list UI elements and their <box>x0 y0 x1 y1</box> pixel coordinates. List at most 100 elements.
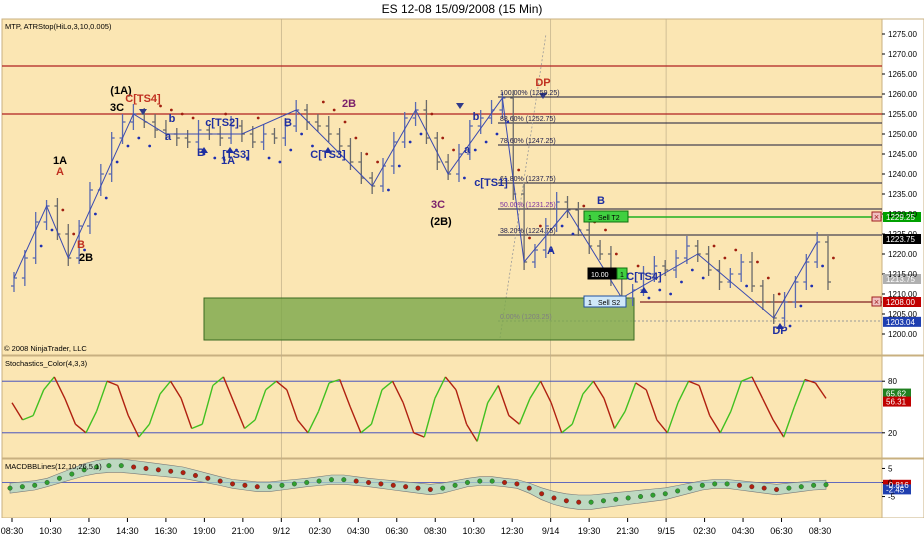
macd-dot <box>427 487 433 492</box>
atr-stop-dot <box>365 152 369 156</box>
fib-label: 88.60% (1252.75) <box>500 116 556 123</box>
stochastics-segment <box>148 393 161 425</box>
atr-stop-dot <box>506 120 510 124</box>
wave-label: c[TS1] <box>474 177 508 189</box>
close-order-button[interactable] <box>871 296 882 307</box>
atr-stop-dot <box>332 108 336 112</box>
stochastics-segment <box>117 385 129 416</box>
stochastics-segment <box>423 398 436 438</box>
chart-title: ES 12-08 15/09/2008 (15 Min) <box>0 0 924 18</box>
atr-stop-dot <box>224 112 228 116</box>
stochastics-segment <box>265 380 277 391</box>
stochastics-segment <box>32 389 45 416</box>
macd-marker-label: -2.45 <box>886 485 905 494</box>
stochastics-segment <box>539 380 552 404</box>
macd-dot <box>712 481 718 487</box>
fib-label: 61.80% (1237.75) <box>500 176 556 183</box>
macd-dot <box>613 496 619 502</box>
atr-stop-dot <box>300 132 304 136</box>
wave-label: 3C <box>110 102 124 114</box>
order-sell-t2[interactable]: 1 Sell T2 <box>583 210 629 223</box>
wave-label: 1A <box>221 155 235 167</box>
macd-dot <box>687 485 693 491</box>
atr-stop-dot <box>245 156 249 160</box>
macd-dot <box>823 482 829 488</box>
swing-marker <box>324 147 332 153</box>
atr-stop-dot <box>430 112 434 116</box>
time-tick-label: 08:30 <box>1 526 24 536</box>
atr-stop-dot <box>39 244 43 248</box>
stochastics-segment <box>624 382 637 412</box>
macd-dot <box>551 495 557 501</box>
wave-label: a <box>464 144 471 156</box>
price-tick-label: 1220.00 <box>888 250 917 259</box>
order-sell-s2[interactable]: 1 Sell S2 <box>583 295 627 308</box>
atr-stop-dot <box>669 292 673 296</box>
macd-dot <box>514 481 520 487</box>
atr-stop-dot <box>408 140 412 144</box>
atr-stop-dot <box>647 296 651 300</box>
macd-label: MACDBBLines(12,10,26,5,1) <box>5 462 102 471</box>
stochastics-segment <box>645 389 658 421</box>
wave-label: A <box>547 245 555 257</box>
macd-dot <box>180 470 186 476</box>
time-tick-label: 21:00 <box>232 526 255 536</box>
price-tick-label: 1225.00 <box>888 230 917 239</box>
stochastics-segment <box>761 398 774 421</box>
stochastics-tick-label: 20 <box>888 429 897 438</box>
atr-stop-dot <box>148 144 152 148</box>
order-size-box[interactable]: 10.00 1 <box>587 267 628 280</box>
macd-dot <box>774 487 779 492</box>
atr-stop-dot <box>94 212 97 216</box>
price-marker <box>883 234 921 244</box>
time-tick-label: 10:30 <box>39 526 62 536</box>
stochastics-segment <box>106 380 118 387</box>
stochastics-segment <box>402 402 415 434</box>
atr-stop-dot <box>354 136 358 140</box>
atr-stop-dot <box>810 284 814 288</box>
wave-label: DP <box>772 325 787 337</box>
stochastics-segment <box>698 385 711 416</box>
stochastics-segment <box>465 423 478 442</box>
macd-dot <box>254 484 260 490</box>
atr-stop-dot <box>452 148 455 152</box>
time-tick-label: 04:30 <box>347 526 370 536</box>
atr-stop-dot <box>528 236 531 240</box>
macd-dot <box>737 482 742 488</box>
macd-dot <box>588 499 594 505</box>
stochastics-segment <box>43 376 55 391</box>
close-order-button[interactable] <box>871 211 882 222</box>
macd-dot <box>378 481 384 487</box>
stochastics-segment <box>191 423 203 430</box>
order-label: Sell S2 <box>598 300 620 307</box>
order-box-bg <box>587 267 617 280</box>
atr-stop-dot <box>484 140 488 144</box>
atr-stop-dot <box>278 160 282 164</box>
atr-stop-dot <box>235 148 238 152</box>
stochastics-segment <box>508 415 520 425</box>
stochastics-marker <box>883 396 911 407</box>
stochastics-segment <box>751 376 764 399</box>
atr-stop-dot <box>311 144 314 148</box>
stochastics-segment <box>529 380 542 399</box>
stochastics-segment <box>571 393 584 425</box>
atr-stop-dot <box>658 288 662 292</box>
atr-stop-dot <box>614 252 618 256</box>
macd-dot <box>526 485 532 491</box>
atr-stop-dot <box>213 156 217 160</box>
stochastics-segment <box>518 398 531 425</box>
atr-stop-dot <box>734 248 738 252</box>
fib-label: 0.00% (1203.25) <box>500 314 552 321</box>
atr-stop-dot <box>571 232 575 236</box>
price-indicator-label: MTP, ATRStop(HiLo,3,10,0.005) <box>5 22 112 31</box>
price-tick-label: 1270.00 <box>888 50 917 59</box>
stochastics-segment <box>201 385 214 425</box>
stochastics-segment <box>677 380 690 404</box>
price-tick-label: 1235.00 <box>888 190 917 199</box>
macd-dot <box>366 480 371 485</box>
macd-dot <box>675 488 681 494</box>
time-tick-label: 9/12 <box>273 526 291 536</box>
macd-band <box>9 458 827 510</box>
price-tick-label: 1200.00 <box>888 330 917 339</box>
macd-dot <box>638 494 643 500</box>
